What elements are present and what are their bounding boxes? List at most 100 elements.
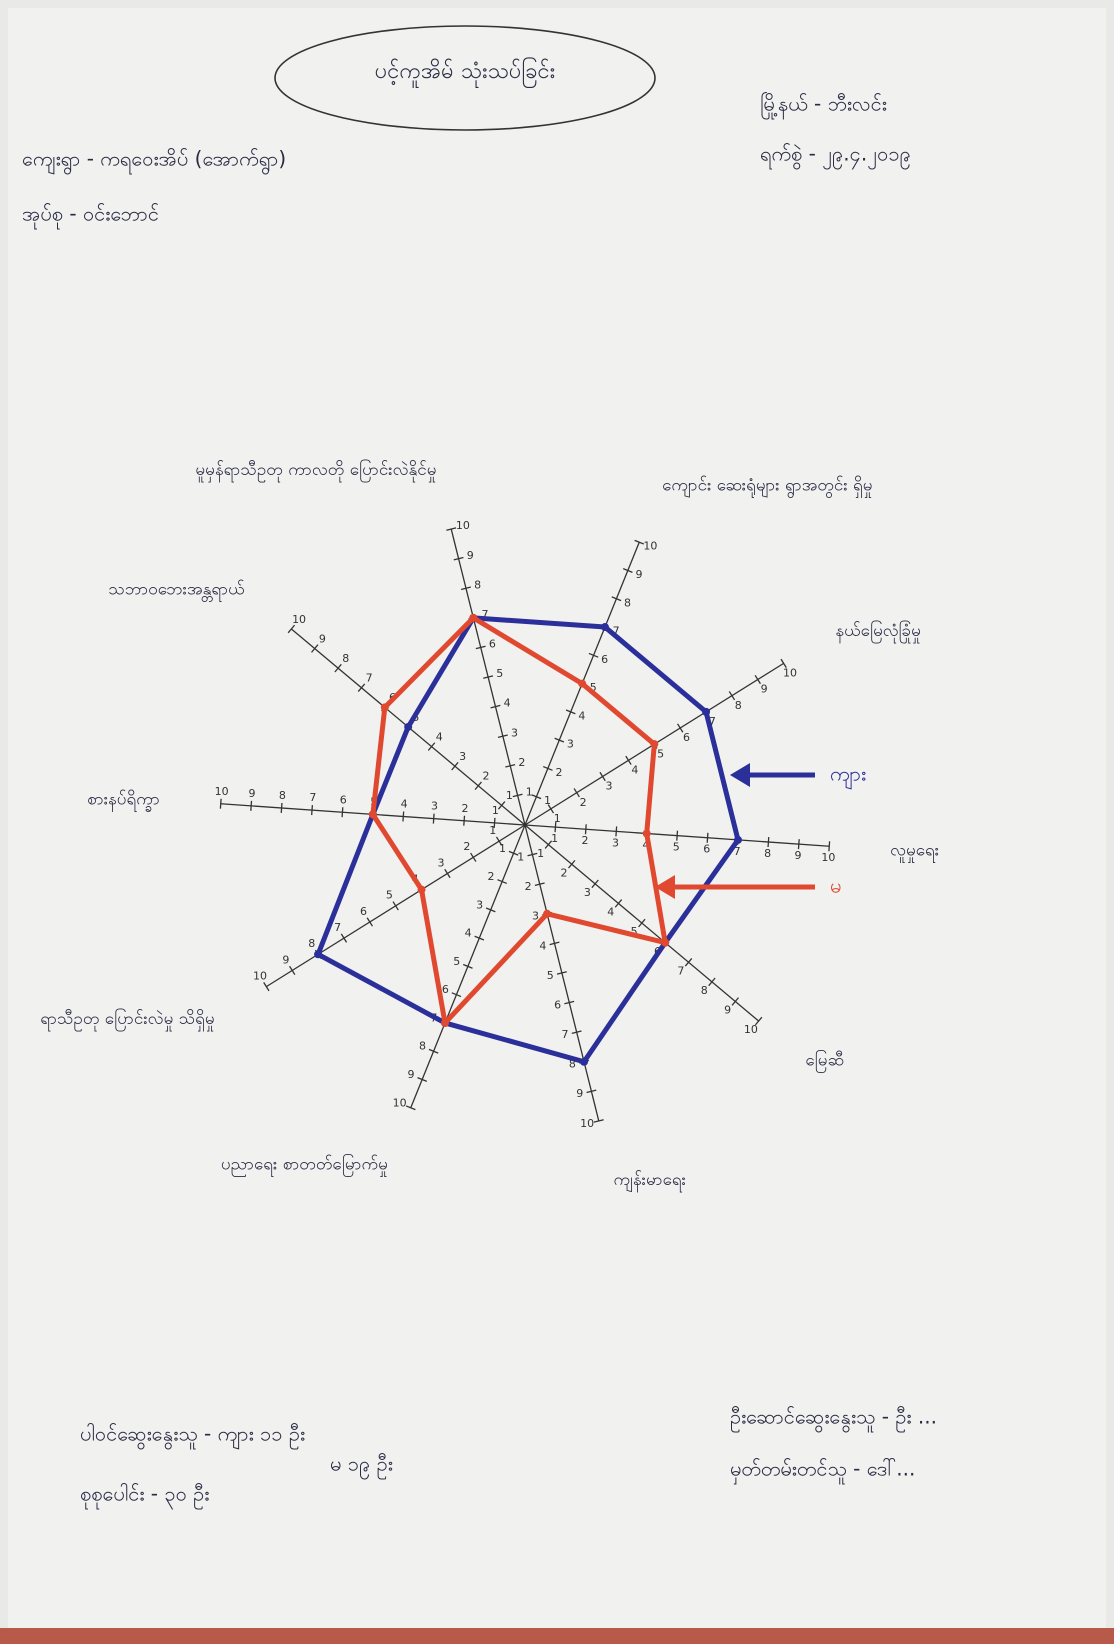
tick-label: 10 — [292, 613, 306, 626]
series-point — [543, 910, 551, 918]
tick-label: 2 — [518, 756, 525, 769]
footer-left: မ ၁၉ ဦး — [330, 1452, 393, 1480]
tick-label: 3 — [431, 800, 438, 813]
tick-mark — [707, 833, 708, 843]
page: {"chart_data": { "type": "radar", "title… — [0, 0, 1114, 1644]
tick-label: 10 — [393, 1096, 407, 1109]
legend-label: မ — [830, 874, 841, 898]
axis-label: မြေဆီ — [805, 1048, 844, 1073]
tick-label: 3 — [605, 780, 612, 793]
series-point — [314, 950, 322, 958]
tick-label: 8 — [419, 1040, 426, 1053]
tick-label: 1 — [544, 794, 551, 807]
tick-label: 7 — [366, 672, 373, 685]
tick-label: 9 — [408, 1068, 415, 1081]
footer-left: ပါဝင်ဆွေးနွေးသူ - ကျား ၁၁ ဦး — [80, 1422, 305, 1450]
tick-label: 4 — [539, 939, 546, 952]
tick-label: 7 — [334, 921, 341, 934]
tick-mark — [555, 822, 556, 832]
info-left: ကျေးရွာ - ကရဝေးအိပ် (အောက်ရွာ) — [22, 147, 286, 175]
tick-label: 4 — [631, 764, 638, 777]
series-point — [580, 1058, 588, 1066]
tick-label: 8 — [764, 847, 771, 860]
footer-right: မှတ်တမ်းတင်သူ - ဒေါ်... — [730, 1457, 915, 1485]
tick-label: 5 — [496, 667, 503, 680]
series-point — [650, 740, 658, 748]
tick-label: 2 — [582, 834, 589, 847]
tick-label: 6 — [601, 653, 608, 666]
tick-label: 1 — [489, 824, 496, 837]
series-point — [418, 886, 426, 894]
tick-label: 9 — [319, 632, 326, 645]
legend-label: ကျား — [830, 762, 866, 790]
axis-label: လူမှုရေး — [890, 841, 939, 864]
tick-label: 4 — [436, 730, 443, 743]
tick-label: 6 — [554, 998, 561, 1011]
tick-label: 10 — [744, 1023, 758, 1036]
tick-label: 1 — [554, 812, 561, 825]
chart-title: ပင့်ကူအိမ် သုံးသပ်ခြင်း — [375, 57, 556, 88]
tick-label: 10 — [253, 969, 267, 982]
tick-label: 2 — [580, 796, 587, 809]
axis-label: ကျောင်း ဆေးရုံများ ရွာအတွင်း ရှိမှု — [662, 476, 872, 499]
tick-label: 3 — [511, 726, 518, 739]
tick-label: 1 — [551, 832, 558, 845]
tick-label: 5 — [673, 841, 680, 854]
footer-right: ဦးဆောင်ဆွေးနွေးသူ - ဦး ... — [730, 1405, 937, 1433]
tick-label: 10 — [783, 667, 797, 680]
tick-label: 8 — [308, 937, 315, 950]
footer-left: စုစုပေါင်း - ၃၀ ဦး — [80, 1482, 209, 1510]
tick-label: 6 — [489, 638, 496, 651]
tick-label: 9 — [761, 683, 768, 696]
tick-label: 10 — [456, 519, 470, 532]
tick-label: 2 — [461, 802, 468, 815]
tick-label: 10 — [580, 1117, 594, 1130]
tick-mark — [312, 805, 313, 815]
tick-label: 2 — [561, 866, 568, 879]
info-right: မြို့နယ် - ဘီးလင်း — [760, 92, 887, 120]
tick-label: 2 — [488, 870, 495, 883]
series-point — [381, 703, 389, 711]
tick-label: 4 — [607, 906, 614, 919]
tick-label: 6 — [442, 983, 449, 996]
tick-label: 2 — [525, 880, 532, 893]
tick-label: 8 — [624, 596, 631, 609]
axis-label: ပညာရေး စာတတ်မြောက်မှု — [221, 1152, 388, 1177]
tick-label: 6 — [703, 843, 710, 856]
tick-mark — [433, 814, 434, 824]
tick-label: 8 — [474, 578, 481, 591]
tick-label: 1 — [526, 786, 533, 799]
tick-label: 10 — [643, 540, 657, 553]
tick-label: 9 — [467, 549, 474, 562]
tick-label: 1 — [517, 850, 524, 863]
info-left: အုပ်စု - ဝင်းဘောင် — [22, 202, 159, 230]
tick-mark — [494, 818, 495, 828]
axis-label: ရာသီဥတု ပြောင်းလဲမှု သိရှိမှု — [40, 1007, 214, 1032]
tick-mark — [251, 801, 252, 811]
tick-mark — [586, 824, 587, 834]
tick-label: 1 — [537, 847, 544, 860]
tick-label: 3 — [438, 856, 445, 869]
tick-label: 9 — [794, 849, 801, 862]
tick-label: 9 — [576, 1087, 583, 1100]
axis-label: စားနပ်ရိက္ခာ — [87, 789, 160, 812]
tick-label: 4 — [504, 697, 511, 710]
tick-label: 1 — [506, 789, 513, 802]
tick-mark — [798, 839, 799, 849]
series-point — [734, 836, 742, 844]
tick-mark — [403, 812, 404, 822]
tick-label: 2 — [482, 770, 489, 783]
tick-label: 3 — [476, 898, 483, 911]
axis-label: နယ်မြေလုံခြုံမှု — [835, 619, 921, 644]
tick-label: 8 — [735, 699, 742, 712]
tick-label: 4 — [578, 709, 585, 722]
tick-mark — [768, 837, 769, 847]
tick-label: 9 — [724, 1004, 731, 1017]
series-point — [601, 623, 609, 631]
series-point — [441, 1019, 449, 1027]
tick-label: 6 — [340, 793, 347, 806]
tick-mark — [342, 807, 343, 817]
tick-label: 8 — [279, 789, 286, 802]
tick-label: 4 — [401, 798, 408, 811]
bottom-strip — [0, 1628, 1114, 1644]
